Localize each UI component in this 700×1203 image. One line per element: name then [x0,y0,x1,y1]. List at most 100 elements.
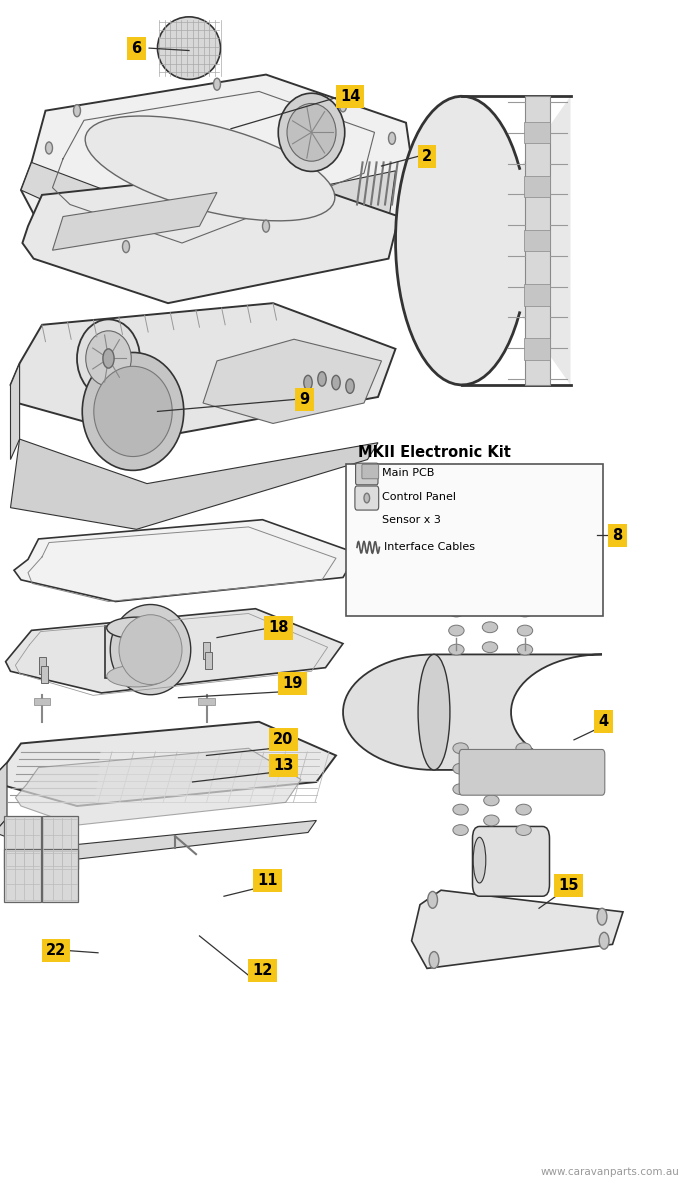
Circle shape [304,375,312,390]
Ellipse shape [83,352,183,470]
FancyBboxPatch shape [346,464,603,616]
Bar [38,657,46,674]
Text: 8: 8 [612,528,622,543]
Polygon shape [10,439,378,529]
Ellipse shape [517,529,533,540]
Ellipse shape [449,606,464,617]
FancyBboxPatch shape [42,849,78,902]
Circle shape [346,379,354,393]
Text: 19: 19 [282,676,303,691]
FancyBboxPatch shape [4,816,41,869]
Text: 2: 2 [422,149,432,164]
Ellipse shape [449,568,464,579]
Ellipse shape [449,549,464,559]
FancyBboxPatch shape [42,816,78,869]
Ellipse shape [453,804,468,816]
Polygon shape [203,339,382,423]
Circle shape [429,952,439,968]
Ellipse shape [517,606,533,617]
Text: 18: 18 [268,621,289,635]
Text: 20: 20 [273,733,294,747]
Circle shape [262,220,270,232]
FancyBboxPatch shape [524,176,550,197]
Circle shape [122,241,130,253]
Polygon shape [6,609,343,693]
Text: 6: 6 [132,41,141,55]
Text: 4: 4 [598,715,608,729]
Polygon shape [0,818,316,860]
Text: Interface Cables: Interface Cables [384,543,475,552]
FancyBboxPatch shape [356,463,378,485]
Polygon shape [412,890,623,968]
Ellipse shape [516,784,531,794]
Text: Sensor x 3: Sensor x 3 [382,515,440,525]
Ellipse shape [517,549,533,559]
Polygon shape [21,75,413,265]
Ellipse shape [484,795,499,806]
FancyBboxPatch shape [105,626,168,678]
FancyBboxPatch shape [473,826,550,896]
Ellipse shape [517,587,533,598]
Circle shape [214,78,220,90]
Ellipse shape [158,17,220,79]
Polygon shape [0,722,336,806]
FancyBboxPatch shape [459,749,605,795]
Ellipse shape [111,605,190,695]
Circle shape [599,932,609,949]
Circle shape [332,375,340,390]
Ellipse shape [85,115,335,221]
Bar [34,698,50,705]
Text: 22: 22 [46,943,66,958]
Ellipse shape [516,804,531,816]
Polygon shape [525,96,550,385]
Ellipse shape [449,529,464,540]
Polygon shape [395,96,570,385]
Ellipse shape [516,742,531,753]
Ellipse shape [453,784,468,794]
Ellipse shape [473,837,486,883]
Ellipse shape [482,562,498,573]
FancyBboxPatch shape [4,849,41,902]
Ellipse shape [106,617,167,639]
Text: 14: 14 [340,89,360,103]
Text: Main PCB: Main PCB [382,468,434,478]
Text: 11: 11 [257,873,278,888]
Ellipse shape [418,654,450,770]
FancyBboxPatch shape [524,338,550,360]
Ellipse shape [517,568,533,579]
Text: 12: 12 [252,964,273,978]
Text: Control Panel: Control Panel [382,492,456,502]
Ellipse shape [517,626,533,636]
Ellipse shape [449,645,464,654]
Ellipse shape [516,825,531,836]
Polygon shape [343,654,602,770]
Ellipse shape [453,825,468,836]
Circle shape [364,493,370,503]
Ellipse shape [453,742,468,753]
Ellipse shape [484,755,499,766]
Text: 15: 15 [558,878,579,893]
Polygon shape [15,748,301,825]
Polygon shape [14,520,357,602]
Ellipse shape [119,615,182,685]
Circle shape [340,100,346,112]
Ellipse shape [482,582,498,593]
Ellipse shape [482,602,498,612]
Polygon shape [0,763,7,832]
Ellipse shape [516,764,531,775]
Bar [198,698,215,705]
Ellipse shape [94,366,172,456]
FancyBboxPatch shape [355,486,379,510]
Ellipse shape [482,641,498,652]
Ellipse shape [106,665,167,687]
Text: 13: 13 [273,758,294,772]
Polygon shape [10,363,20,460]
Ellipse shape [279,93,344,171]
Circle shape [428,891,438,908]
Polygon shape [21,162,395,265]
Ellipse shape [77,320,140,397]
Circle shape [46,142,52,154]
Polygon shape [10,303,395,439]
Circle shape [318,372,326,386]
Ellipse shape [484,816,499,825]
